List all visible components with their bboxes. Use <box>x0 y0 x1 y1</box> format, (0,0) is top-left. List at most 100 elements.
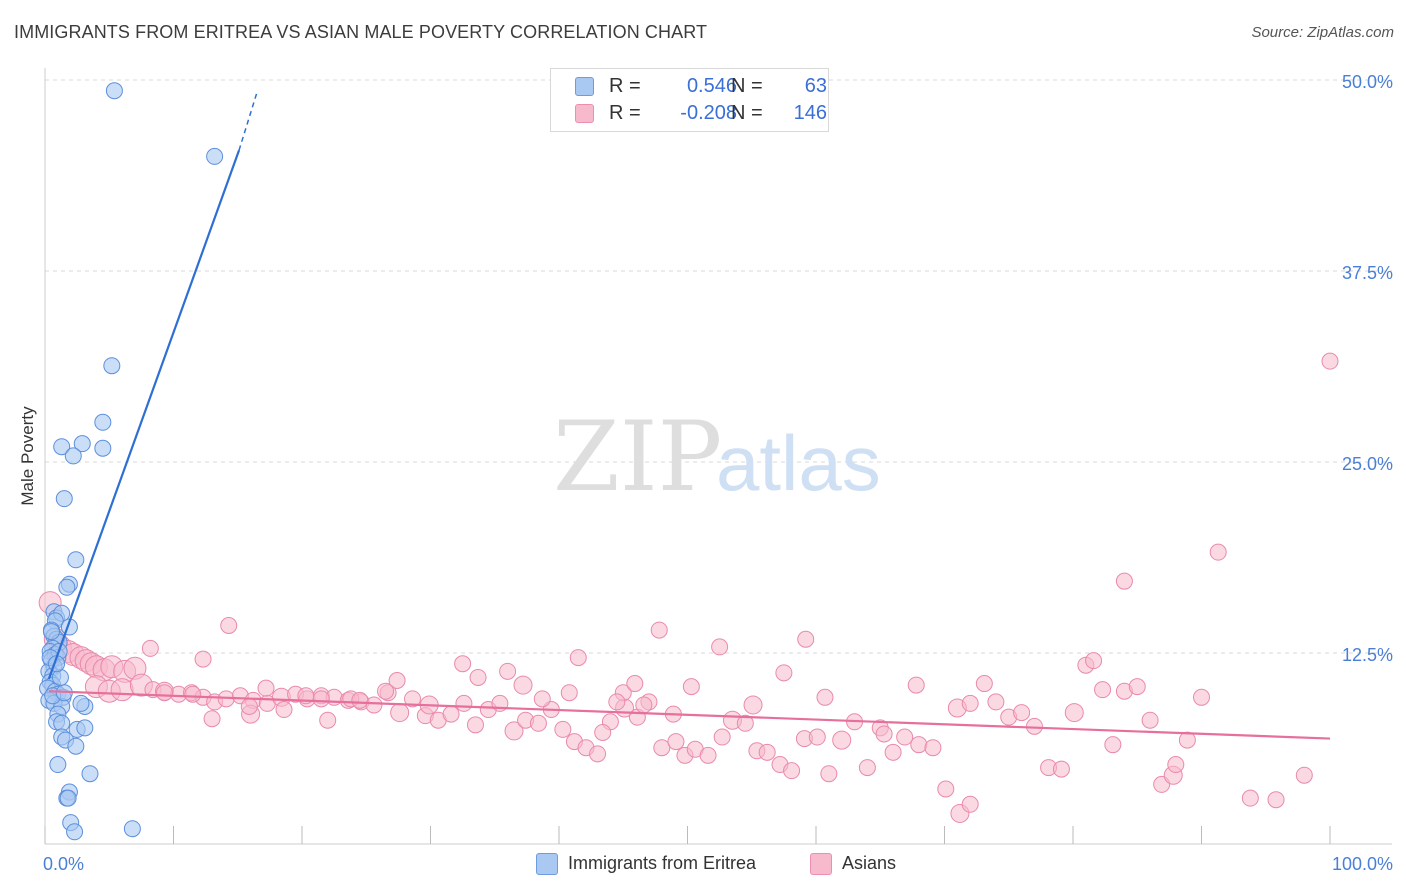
point-asians <box>499 662 517 680</box>
point-asians <box>275 701 293 719</box>
legend-r-value-eritrea: 0.546 <box>686 75 737 97</box>
x-tick-label: 0.0% <box>43 854 84 874</box>
legend-row-asians: R = -0.208 N = 146 <box>575 102 835 126</box>
legend-n-label: N = <box>731 75 763 97</box>
point-asians <box>1052 760 1070 778</box>
point-asians <box>220 616 238 634</box>
point-asians <box>1267 791 1285 809</box>
point-asians <box>875 725 893 743</box>
point-eritrea <box>58 578 76 596</box>
legend-r-label: R = <box>609 102 641 124</box>
point-asians <box>907 676 925 694</box>
point-asians <box>961 795 979 813</box>
legend-swatch-eritrea <box>575 77 594 96</box>
point-eritrea <box>42 623 60 641</box>
y-tick-label: 25.0% <box>1342 454 1393 474</box>
point-asians <box>466 716 484 734</box>
point-asians <box>388 672 406 690</box>
point-asians <box>533 690 551 708</box>
point-asians <box>1115 572 1133 590</box>
y-tick-label: 50.0% <box>1342 72 1393 92</box>
bottom-legend-label-asians: Asians <box>842 853 897 873</box>
point-asians <box>736 714 754 732</box>
point-asians <box>377 682 395 700</box>
point-asians <box>365 696 383 714</box>
point-asians <box>896 728 914 746</box>
point-asians <box>699 746 717 764</box>
x-tick-label: 100.0% <box>1332 854 1393 874</box>
point-asians <box>667 733 685 751</box>
point-asians <box>110 678 134 702</box>
point-asians <box>797 630 815 648</box>
point-asians <box>783 762 801 780</box>
point-eritrea <box>67 737 85 755</box>
point-asians <box>194 650 212 668</box>
legend: R = 0.546 N = 63 R = -0.208 N = 146 <box>550 68 829 132</box>
point-eritrea <box>72 694 90 712</box>
point-eritrea <box>67 551 85 569</box>
point-eritrea <box>123 820 141 838</box>
point-asians <box>987 693 1005 711</box>
point-asians <box>608 693 626 711</box>
point-asians <box>820 765 838 783</box>
point-eritrea <box>73 435 91 453</box>
point-asians <box>961 694 979 712</box>
point-eritrea <box>66 823 84 841</box>
point-asians <box>1104 736 1122 754</box>
point-asians <box>832 730 852 750</box>
point-asians <box>390 703 410 723</box>
point-asians <box>924 739 942 757</box>
point-asians <box>1167 756 1185 774</box>
point-eritrea <box>206 147 224 165</box>
point-asians <box>808 728 826 746</box>
point-asians <box>1295 766 1313 784</box>
trend-line-eritrea <box>47 149 241 680</box>
point-asians <box>1013 704 1031 722</box>
watermark-zip: ZIP <box>553 401 722 513</box>
point-asians <box>1064 703 1084 723</box>
trend-lines <box>47 92 1331 740</box>
point-asians <box>351 691 369 709</box>
point-asians <box>650 621 668 639</box>
legend-n-label: N = <box>731 102 763 124</box>
point-eritrea <box>105 82 123 100</box>
legend-n-value-eritrea: 63 <box>804 75 827 97</box>
chart-title: IMMIGRANTS FROM ERITREA VS ASIAN MALE PO… <box>14 22 708 42</box>
series-eritrea <box>39 82 224 841</box>
point-asians <box>910 736 928 754</box>
legend-n-value-asians: 146 <box>793 102 827 124</box>
point-asians <box>1241 789 1259 807</box>
point-asians <box>635 696 653 714</box>
point-asians <box>1178 731 1196 749</box>
point-asians <box>775 664 793 682</box>
bottom-legend-swatch-asians <box>810 853 832 875</box>
point-asians <box>884 743 902 761</box>
tick-labels: 12.5% 25.0% 37.5% 50.0% 0.0% 100.0% <box>43 72 1393 874</box>
bottom-legend-swatch-eritrea <box>536 853 558 875</box>
bottom-legend-label-eritrea: Immigrants from Eritrea <box>568 853 757 873</box>
point-asians <box>594 723 612 741</box>
point-asians <box>682 678 700 696</box>
watermark-atlas: atlas <box>716 419 881 507</box>
point-eritrea <box>59 789 77 807</box>
point-eritrea <box>103 357 121 375</box>
legend-r-label: R = <box>609 75 641 97</box>
point-asians <box>653 739 671 757</box>
point-eritrea <box>64 447 82 465</box>
point-asians <box>312 690 330 708</box>
point-asians <box>404 690 422 708</box>
point-asians <box>858 759 876 777</box>
point-asians <box>184 685 202 703</box>
point-eritrea <box>94 413 112 431</box>
legend-swatch-asians <box>575 104 594 123</box>
point-eritrea <box>55 490 73 508</box>
point-asians <box>319 711 337 729</box>
chart-source: Source: ZipAtlas.com <box>1251 24 1394 41</box>
point-asians <box>203 710 221 728</box>
point-asians <box>1141 711 1159 729</box>
point-asians <box>1193 688 1210 706</box>
series-asians <box>38 352 1339 823</box>
point-asians <box>240 697 258 715</box>
point-asians <box>455 694 473 712</box>
